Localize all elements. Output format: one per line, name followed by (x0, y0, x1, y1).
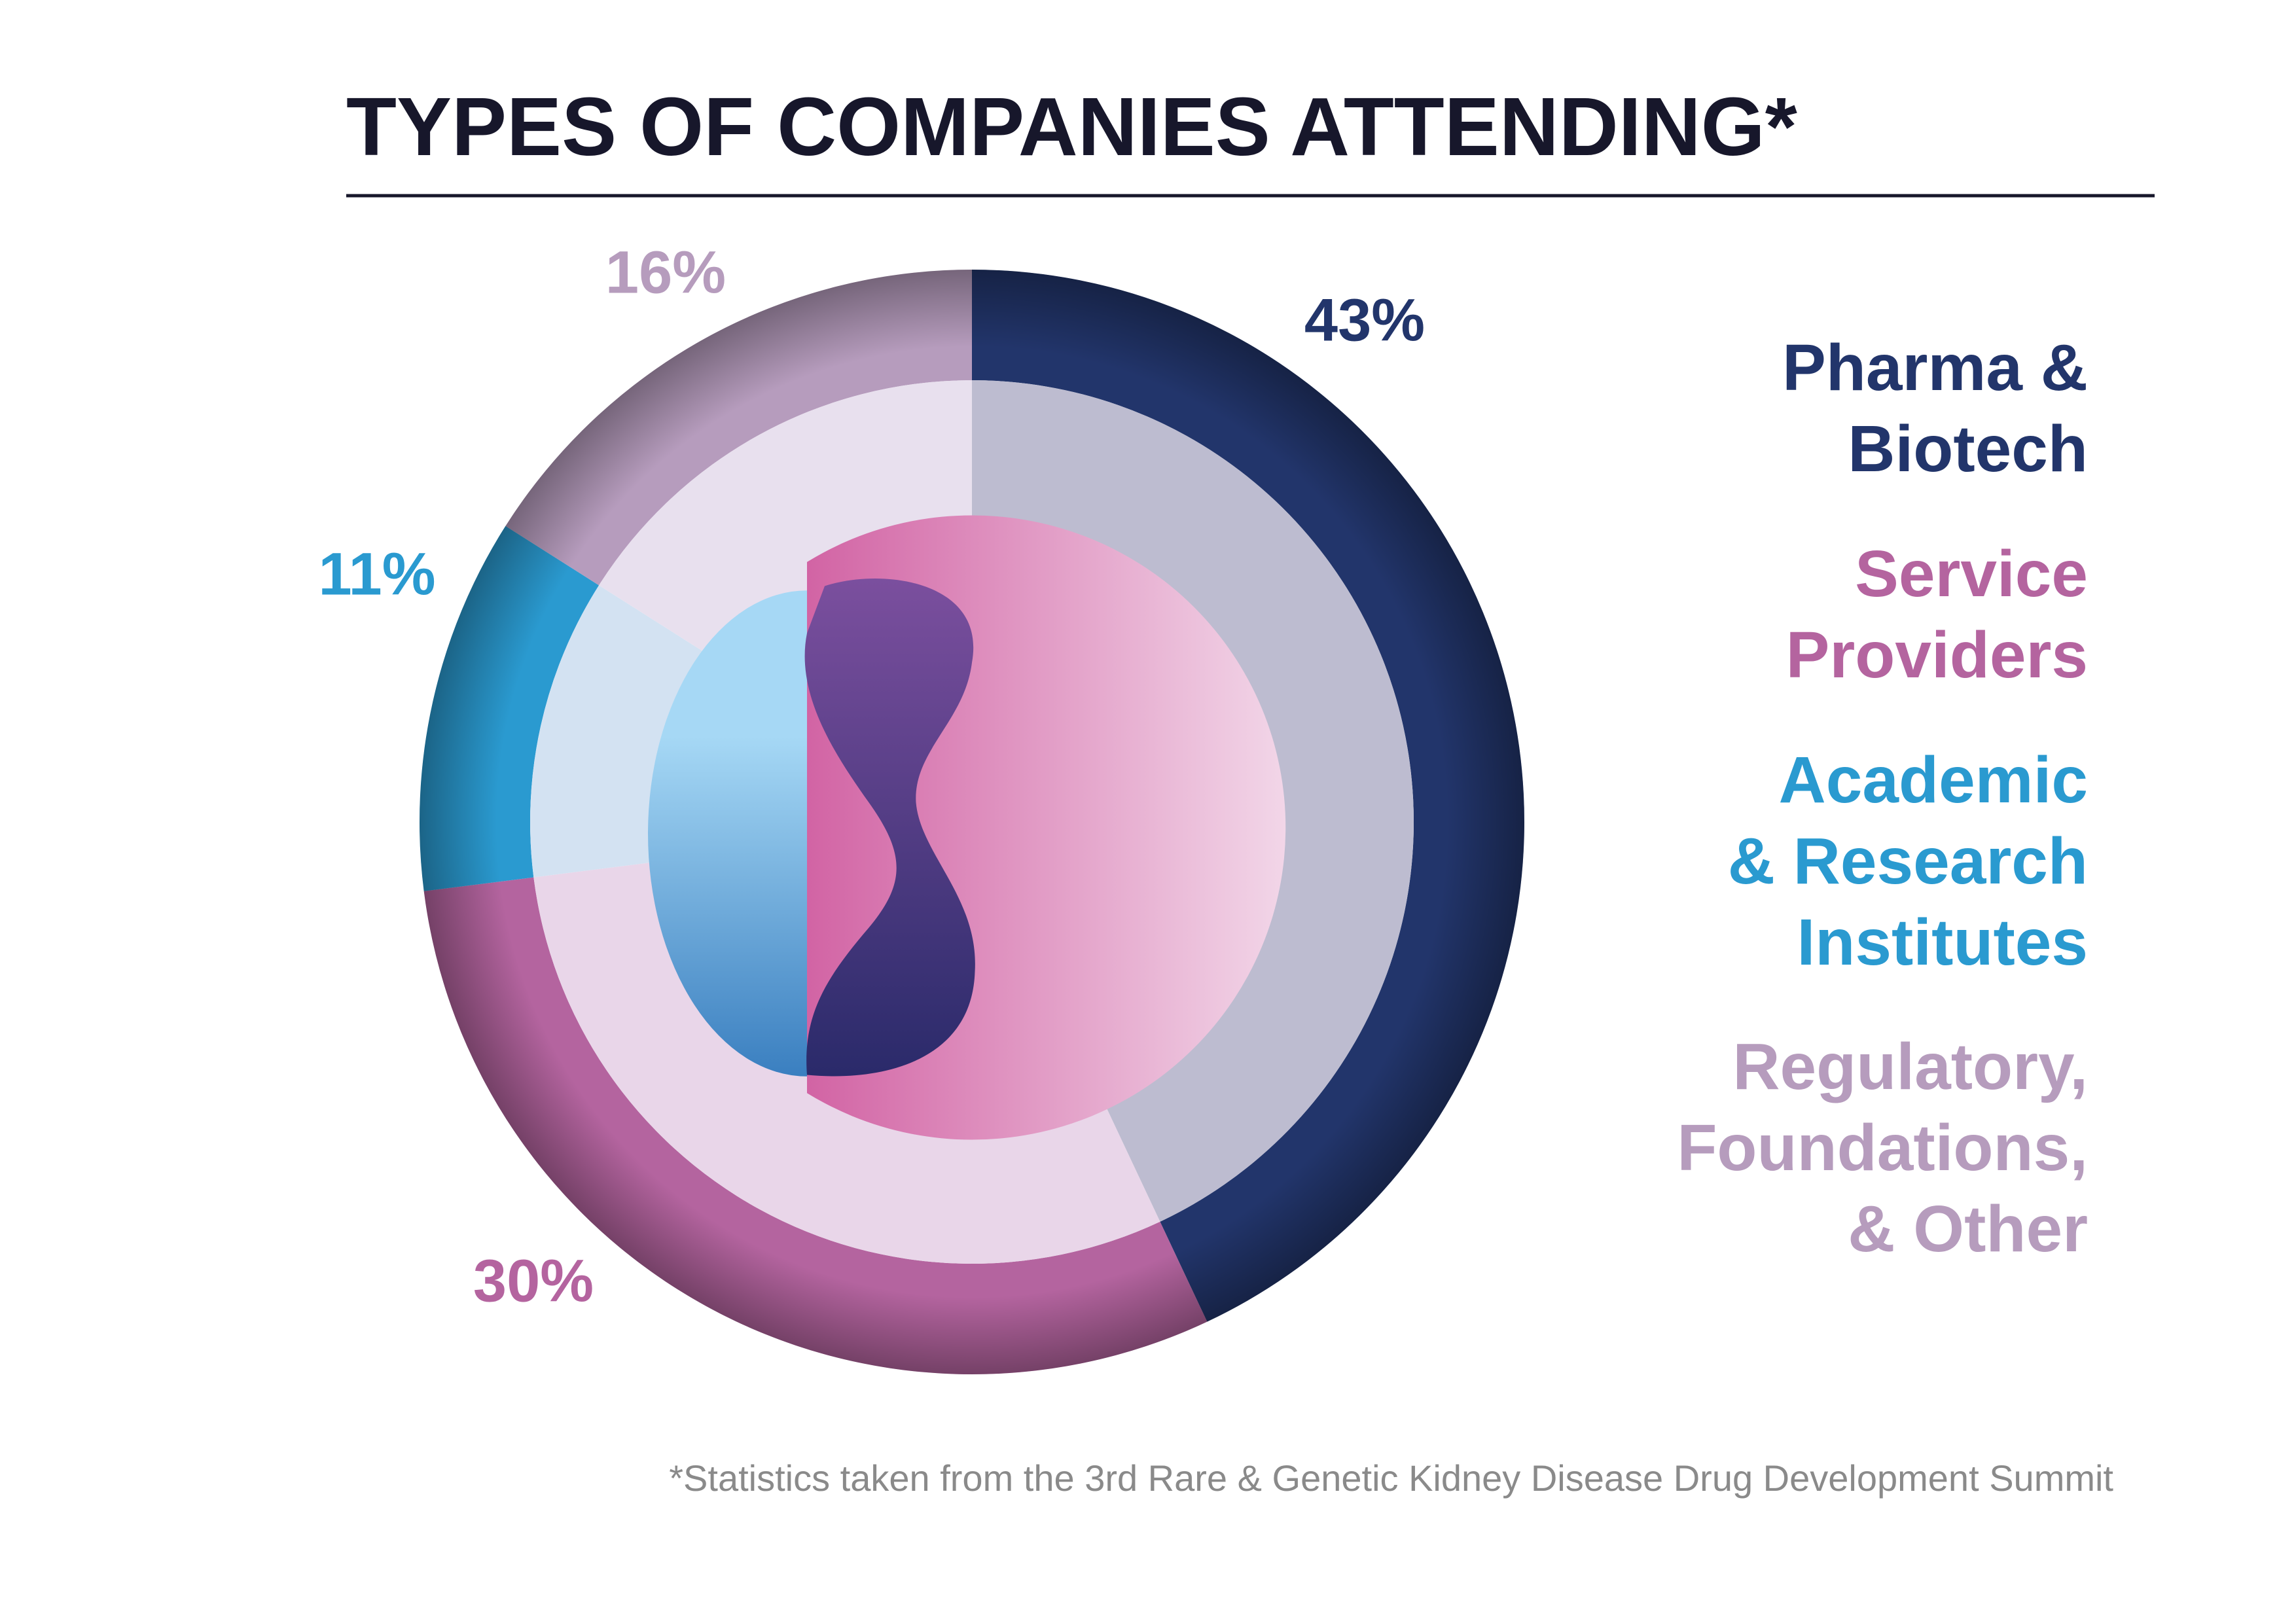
core-art (648, 515, 1286, 1140)
legend-entry: Pharma & Biotech (1782, 331, 2088, 486)
data-label: 43% (1304, 287, 1425, 353)
chart-title: TYPES OF COMPANIES ATTENDING* (346, 80, 1797, 173)
legend-entry: Regulatory, Foundations, & Other (1677, 1030, 2088, 1266)
legend-entry: Academic & Research Institutes (1727, 743, 2088, 979)
data-label: 11% (318, 541, 435, 607)
data-label: 16% (605, 239, 726, 306)
footnote: *Statistics taken from the 3rd Rare & Ge… (669, 1457, 2113, 1499)
legend-entry: Service Providers (1785, 537, 2088, 692)
core-shape (804, 579, 975, 1077)
data-label: 30% (473, 1247, 594, 1314)
